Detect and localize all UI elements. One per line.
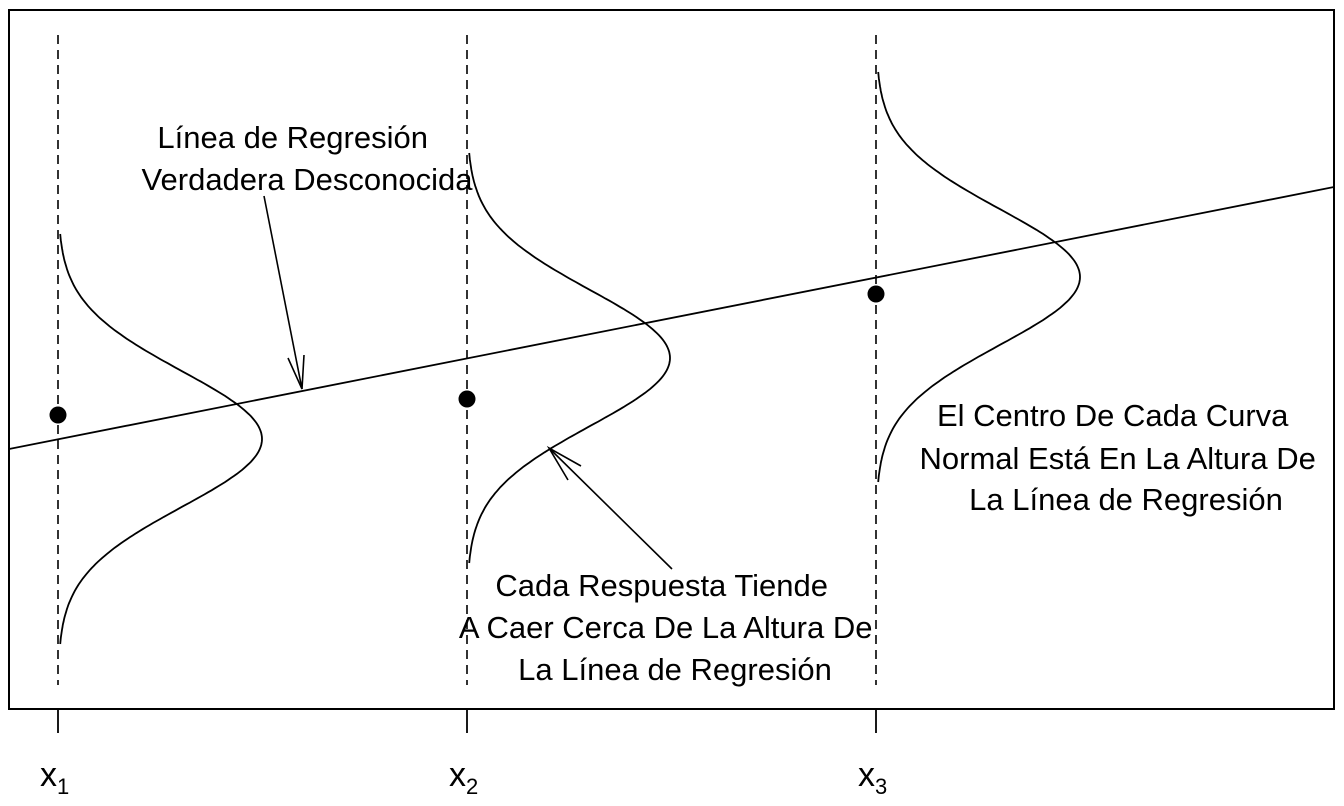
- x-tick-label-3: x3: [858, 756, 887, 799]
- center-label-line1: El Centro De Cada Curva: [937, 398, 1289, 433]
- center-label: El Centro De Cada Curva Normal Está En L…: [920, 398, 1325, 517]
- regression-label: Línea de Regresión Verdadera Desconocida: [142, 120, 474, 197]
- response-label-line3: La Línea de Regresión: [518, 652, 832, 687]
- x-axis-ticks: [57, 709, 877, 733]
- normal-curve-x1: [59, 233, 263, 645]
- observation-point-x1: [49, 406, 67, 424]
- regression-label-line1: Línea de Regresión: [157, 120, 428, 155]
- normal-curve-x2: [468, 152, 671, 564]
- response-label-line1: Cada Respuesta Tiende: [495, 568, 828, 603]
- center-label-line2: Normal Está En La Altura De: [920, 441, 1316, 476]
- regression-line: [9, 186, 1334, 450]
- plot-frame: [8, 9, 1335, 710]
- regression-arrow: [263, 195, 305, 390]
- response-label: Cada Respuesta Tiende A Caer Cerca De La…: [459, 568, 881, 687]
- regression-label-line2: Verdadera Desconocida: [142, 162, 474, 197]
- normal-curve-x3: [877, 71, 1081, 483]
- x-tick-label-1: x1: [40, 756, 69, 799]
- response-label-line2: A Caer Cerca De La Altura De: [459, 610, 873, 645]
- observation-point-x3: [867, 285, 885, 303]
- response-arrow: [546, 445, 673, 570]
- center-label-line3: La Línea de Regresión: [969, 482, 1283, 517]
- x-tick-label-2: x2: [449, 756, 478, 799]
- observation-point-x2: [458, 390, 476, 408]
